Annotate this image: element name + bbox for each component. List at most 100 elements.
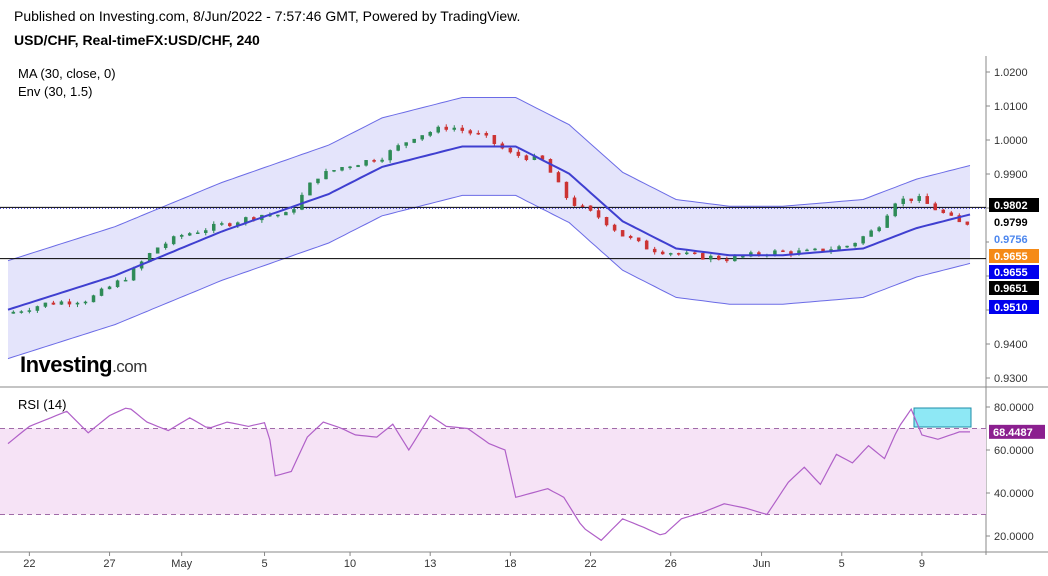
price-tick-label: 0.9900 (994, 169, 1028, 181)
candle-body (476, 132, 481, 135)
candle-body (957, 215, 962, 223)
candle-body (620, 230, 625, 237)
ma-line (7, 145, 971, 311)
candle-body (364, 160, 368, 166)
candle-body (428, 132, 432, 136)
candle-body (203, 230, 208, 233)
price-tick-label: 0.9300 (994, 373, 1028, 385)
candle-body (91, 295, 96, 303)
candle-body (67, 301, 72, 305)
candle-body (11, 311, 16, 314)
candle-body (781, 250, 785, 252)
candle-body (508, 147, 513, 153)
env-indicator-label[interactable]: Env (30, 1.5) (18, 84, 93, 99)
price-label-box (989, 215, 1039, 229)
candle-body (195, 232, 200, 234)
price-label-box (989, 249, 1039, 263)
candle-body (123, 279, 128, 282)
time-tick-label: 26 (665, 558, 677, 570)
envelope-lower-line (7, 194, 971, 360)
candle-body (933, 203, 938, 211)
candle-body (179, 234, 184, 237)
candle-body (893, 203, 897, 217)
time-tick-label: 22 (584, 558, 596, 570)
price-label-text: 0.9802 (994, 200, 1028, 212)
ma-indicator-label[interactable]: MA (30, close, 0) (18, 66, 116, 81)
candle-body (572, 197, 577, 206)
price-label-box (989, 198, 1039, 212)
time-tick-label: 10 (344, 558, 356, 570)
candle-body (644, 240, 649, 250)
candle-body (564, 181, 569, 199)
candle-body (813, 248, 817, 251)
rsi-tick-label: 60.0000 (994, 445, 1034, 457)
candle-body (741, 255, 745, 258)
candle-body (733, 256, 737, 262)
rsi-band (0, 428, 986, 515)
candle-body (604, 217, 609, 226)
time-tick-label: 9 (919, 558, 925, 570)
price-label-text: 0.9655 (994, 251, 1028, 263)
candle-body (580, 205, 585, 207)
investing-logo: Investing.com (20, 352, 147, 378)
candle-body (396, 145, 400, 151)
candle-body (444, 126, 448, 130)
price-label-text: 0.9799 (994, 217, 1028, 229)
candle-body (837, 246, 841, 250)
candle-body (27, 310, 32, 312)
candle-body (725, 259, 729, 262)
price-label-text: 0.9655 (994, 267, 1028, 279)
logo-suffix-text: .com (112, 357, 147, 376)
candle-body (35, 306, 40, 311)
candle-body (171, 236, 176, 245)
candle-body (949, 212, 954, 216)
candle-body (284, 212, 288, 216)
price-label-box (989, 232, 1039, 246)
candle-body (187, 233, 192, 236)
candle-body (588, 205, 593, 211)
candle-body (324, 171, 328, 180)
candle-body (412, 138, 416, 143)
candle-body (220, 223, 224, 225)
candle-body (83, 301, 88, 304)
candle-body (861, 236, 865, 244)
published-caption: Published on Investing.com, 8/Jun/2022 -… (14, 8, 521, 24)
candle-body (228, 223, 232, 227)
candle-body (516, 151, 521, 156)
time-tick-label: 22 (23, 558, 35, 570)
price-label-box (989, 281, 1039, 295)
candle-body (155, 247, 160, 254)
candle-body (524, 155, 529, 160)
rsi-indicator-label[interactable]: RSI (14) (18, 397, 67, 412)
candle-body (43, 302, 48, 307)
candle-body (628, 235, 633, 239)
price-label-text: 0.9756 (994, 234, 1028, 246)
candle-body (805, 249, 809, 252)
candle-body (668, 253, 673, 255)
candle-body (276, 214, 280, 217)
candle-body (99, 288, 104, 296)
candle-body (853, 242, 857, 247)
candle-body (51, 302, 56, 305)
candle-body (709, 255, 713, 260)
candle-body (596, 210, 601, 218)
candle-body (163, 243, 168, 248)
time-tick-label: 5 (839, 558, 845, 570)
candle-body (701, 253, 705, 260)
time-tick-label: May (171, 558, 192, 570)
candle-body (885, 215, 889, 228)
candle-body (332, 170, 336, 172)
rsi-current-label: 68.4487 (993, 427, 1033, 439)
candle-body (693, 252, 697, 255)
price-tick-label: 0.9400 (994, 339, 1028, 351)
price-label-box (989, 265, 1039, 279)
time-tick-label: 13 (424, 558, 436, 570)
candle-body (492, 135, 497, 145)
candle-body (684, 252, 689, 255)
candle-body (612, 224, 617, 231)
candle-body (548, 159, 553, 173)
candle-body (845, 245, 849, 248)
price-tick-label: 1.0200 (994, 67, 1028, 79)
candle-body (676, 253, 681, 255)
